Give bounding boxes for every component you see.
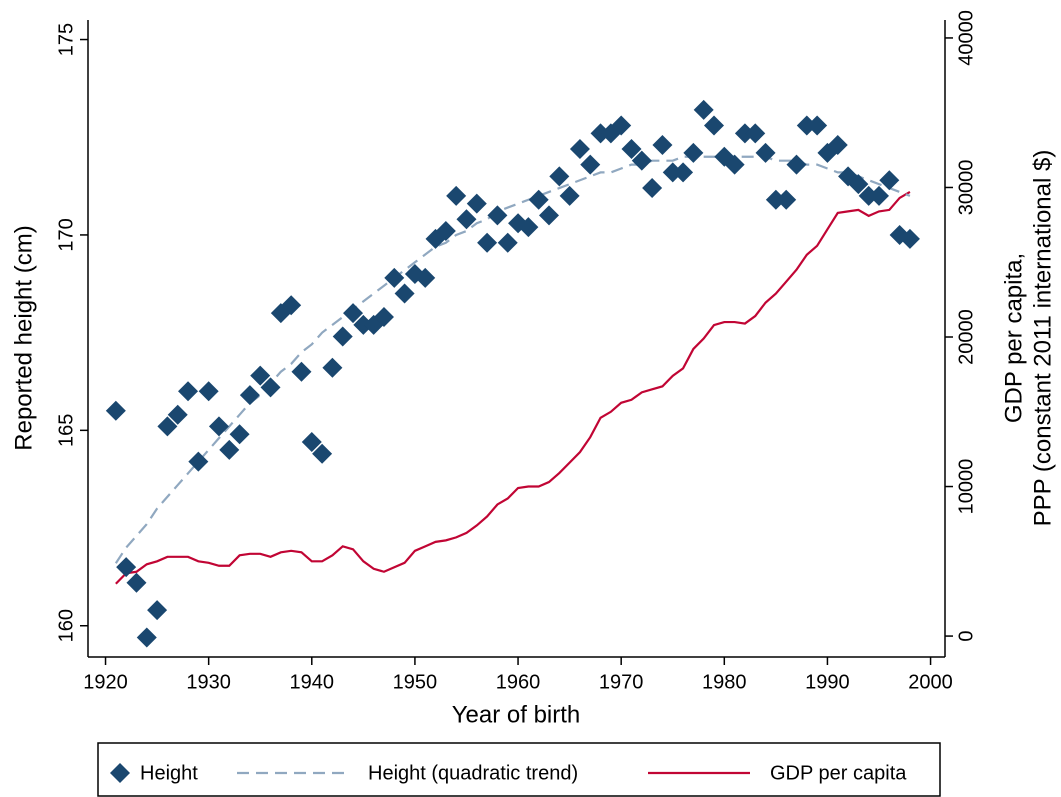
height-marker: [373, 307, 394, 328]
height-marker: [229, 424, 250, 445]
height-marker: [239, 385, 260, 406]
height-marker: [879, 170, 900, 191]
x-tick-label: 1990: [805, 671, 850, 693]
height-marker: [745, 123, 766, 144]
y2-tick-label: 20000: [955, 309, 977, 365]
x-tick-label: 1960: [496, 671, 541, 693]
y2-tick-label: 0: [955, 631, 977, 642]
y2-tick-label: 10000: [955, 459, 977, 515]
height-marker: [734, 123, 755, 144]
legend-label: Height (quadratic trend): [368, 762, 578, 784]
height-marker: [776, 189, 797, 210]
height-marker: [765, 189, 786, 210]
legend-marker: [110, 763, 130, 783]
height-marker: [435, 221, 456, 242]
height-marker: [394, 283, 415, 304]
height-marker: [848, 174, 869, 195]
legend-label: Height: [140, 762, 198, 784]
height-marker: [198, 381, 219, 402]
x-tick-label: 1950: [393, 671, 438, 693]
legend-box: [97, 742, 941, 797]
height-marker: [136, 627, 157, 648]
y2-tick-label: 40000: [955, 10, 977, 66]
x-tick-label: 1920: [83, 671, 128, 693]
y-tick-label: 160: [55, 609, 77, 642]
height-marker: [611, 115, 632, 136]
height-marker: [219, 439, 240, 460]
height-marker: [178, 381, 199, 402]
height-marker: [188, 451, 209, 472]
y2-axis-title: PPP (constant 2011 international $): [1029, 150, 1056, 527]
height-marker: [652, 135, 673, 156]
height-marker: [456, 209, 477, 230]
height-marker: [487, 205, 508, 226]
height-marker: [312, 443, 333, 464]
height-marker: [600, 123, 621, 144]
height-marker: [549, 166, 570, 187]
y2-tick-label: 30000: [955, 160, 977, 216]
height-marker: [384, 267, 405, 288]
height-marker: [899, 228, 920, 249]
height-marker: [301, 432, 322, 453]
height-marker: [807, 115, 828, 136]
height-marker: [291, 361, 312, 382]
height-marker: [167, 404, 188, 425]
height-marker: [250, 365, 271, 386]
x-tick-label: 1980: [702, 671, 747, 693]
height-marker: [621, 138, 642, 159]
height-marker: [322, 357, 343, 378]
height-marker: [868, 185, 889, 206]
gdp-line: [115, 191, 911, 585]
height-marker: [559, 185, 580, 206]
height-marker: [105, 400, 126, 421]
height-marker: [446, 185, 467, 206]
height-marker: [724, 154, 745, 175]
height-marker: [260, 377, 281, 398]
height-marker: [353, 314, 374, 335]
height-marker: [518, 217, 539, 238]
x-tick-label: 1940: [290, 671, 335, 693]
height-marker: [332, 326, 353, 347]
height-marker: [415, 267, 436, 288]
height-marker: [208, 416, 229, 437]
height-marker: [693, 99, 714, 120]
height-marker: [662, 162, 683, 183]
height-marker: [786, 154, 807, 175]
height-marker: [642, 178, 663, 199]
height-marker: [673, 162, 694, 183]
height-marker: [590, 123, 611, 144]
height-marker: [477, 232, 498, 253]
height-marker: [126, 572, 147, 593]
trend-line: [114, 155, 911, 564]
height-marker: [147, 600, 168, 621]
x-tick-label: 1970: [599, 671, 644, 693]
y-tick-label: 175: [55, 23, 77, 56]
x-tick-label: 2000: [908, 671, 953, 693]
height-marker: [497, 232, 518, 253]
x-tick-label: 1930: [186, 671, 231, 693]
height-marker: [683, 142, 704, 163]
height-marker: [569, 138, 590, 159]
y-axis-title: Reported height (cm): [10, 225, 37, 450]
height-marker: [528, 189, 549, 210]
y-tick-label: 170: [55, 218, 77, 251]
height-marker: [755, 142, 776, 163]
height-marker: [343, 303, 364, 324]
y-tick-label: 165: [55, 414, 77, 447]
height-marker: [116, 557, 137, 578]
x-axis-title: Year of birth: [452, 701, 581, 728]
legend-label: GDP per capita: [770, 762, 907, 784]
height-marker: [796, 115, 817, 136]
height-marker: [827, 135, 848, 156]
height-marker: [157, 416, 178, 437]
height-marker: [858, 185, 879, 206]
height-marker: [703, 115, 724, 136]
height-marker: [466, 193, 487, 214]
height-marker: [631, 150, 652, 171]
height-marker: [580, 154, 601, 175]
height-marker: [281, 295, 302, 316]
y2-axis-title: GDP per capita,: [1000, 253, 1027, 423]
height-marker: [538, 205, 559, 226]
